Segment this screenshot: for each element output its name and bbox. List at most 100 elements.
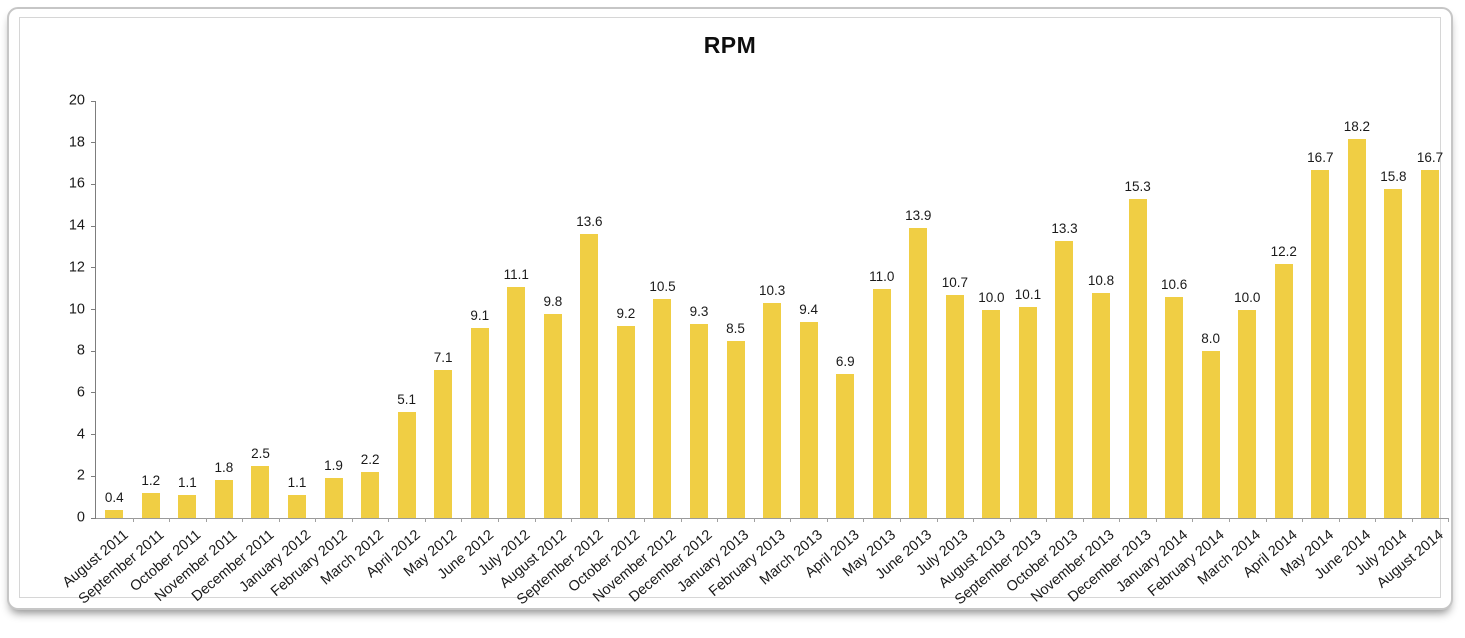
bar-slot: 10.1 September 2013 (952, 101, 1048, 608)
y-axis-label: 10 (68, 301, 85, 318)
x-axis-tick (498, 518, 500, 522)
bar-value-label: 1.8 (214, 460, 234, 476)
bar (1128, 199, 1147, 518)
bar (1018, 307, 1037, 518)
bar-slot: 7.1 May 2012 (401, 101, 463, 580)
x-axis-tick (607, 518, 609, 522)
x-axis-tick (973, 518, 975, 522)
bar-slot: 1.9 February 2012 (268, 101, 353, 600)
y-axis-tick (91, 100, 96, 102)
bar-value-label: 16.7 (1307, 149, 1334, 165)
bar-value-label: 6.9 (835, 354, 855, 370)
bar-value-label: 11.0 (869, 268, 895, 284)
x-axis-tick (753, 518, 755, 522)
bar-value-label: 10.5 (649, 279, 676, 295)
bar-slot: 10.6 January 2014 (1113, 101, 1194, 596)
x-axis-tick (644, 518, 646, 522)
y-axis-tick (91, 392, 96, 394)
y-axis-tick (91, 475, 96, 477)
y-axis-label: 20 (68, 92, 85, 109)
bar (872, 288, 891, 518)
x-axis-tick (315, 518, 317, 522)
bar (470, 328, 489, 518)
bar-slot: 1.8 November 2011 (152, 101, 244, 605)
bar (1092, 292, 1111, 518)
y-axis-tick (91, 434, 96, 436)
y-axis-label: 8 (76, 342, 85, 359)
bar-value-label: 1.9 (324, 458, 343, 474)
bar-value-label: 9.8 (543, 293, 563, 309)
bar-slot: 1.2 September 2011 (76, 101, 171, 607)
bar (836, 374, 855, 518)
bar-slot: 13.9 June 2013 (873, 101, 938, 583)
bar (690, 324, 709, 518)
bar (1274, 263, 1293, 518)
x-axis-tick (717, 518, 719, 522)
bar-value-label: 5.1 (397, 391, 417, 407)
bar-slot: 12.2 April 2014 (1240, 101, 1304, 581)
x-axis-tick (1448, 518, 1450, 522)
bar-slot: 11.0 May 2013 (840, 101, 902, 580)
bar-value-label: 15.8 (1380, 168, 1407, 184)
bar-value-label: 10.7 (941, 274, 968, 290)
x-axis-tick (1375, 518, 1377, 522)
bar-slot: 16.7 May 2014 (1278, 101, 1340, 580)
y-axis-label: 6 (76, 384, 85, 401)
bar (616, 326, 635, 518)
y-axis-tick (91, 183, 96, 185)
y-axis-tick (91, 267, 96, 269)
bar (251, 465, 270, 518)
bar-slot: 18.2 June 2014 (1312, 101, 1377, 583)
bar-value-label: 13.9 (905, 208, 932, 224)
x-axis-tick (1192, 518, 1194, 522)
y-axis-tick (91, 225, 96, 227)
bar-value-label: 1.2 (141, 472, 161, 488)
x-axis-tick (1155, 518, 1157, 522)
bar-value-label: 13.6 (576, 214, 603, 230)
bar-slot: 1.1 January 2012 (236, 101, 317, 596)
bar-slot: 9.1 June 2012 (434, 101, 500, 583)
y-axis-tick (91, 309, 96, 310)
y-axis-tick (91, 350, 96, 352)
bar-slot: 6.9 April 2013 (802, 101, 865, 581)
x-axis-tick (351, 518, 353, 522)
bar-value-label: 10.0 (1234, 289, 1261, 305)
plot-area: 0 2 4 6 8 10 12 14 16 18 20 0.4 August 2011 1.2 Septem… (59, 93, 1450, 608)
x-axis-tick (1302, 518, 1304, 522)
bar-value-label: 9.3 (689, 304, 709, 320)
x-axis-tick (388, 518, 390, 522)
bar-value-label: 1.1 (177, 475, 197, 491)
bar (1201, 351, 1220, 518)
x-axis-tick (1338, 518, 1340, 522)
bar-value-label: 1.1 (287, 475, 307, 491)
x-axis-tick (278, 518, 280, 522)
bar-slot: 15.3 December 2013 (1065, 101, 1157, 606)
x-axis-tick (1046, 518, 1048, 522)
chart-title: RPM (703, 32, 757, 58)
bar (543, 313, 562, 518)
bar-slot: 11.1 July 2012 (475, 101, 536, 579)
bar-slot: 9.2 October 2012 (565, 101, 646, 596)
x-axis-tick (132, 518, 134, 522)
x-axis-tick (1265, 518, 1267, 522)
bar-slot: 5.1 April 2012 (363, 101, 426, 581)
bar-value-label: 12.2 (1270, 243, 1297, 259)
x-axis-tick (1411, 518, 1413, 522)
bar-value-label: 10.6 (1160, 277, 1188, 292)
bar-value-label: 10.1 (1014, 287, 1042, 303)
bar-slot: 10.3 February 2013 (706, 101, 792, 600)
bar (397, 411, 416, 518)
bar (982, 309, 1001, 518)
x-axis-tick (205, 518, 207, 522)
x-axis-tick (1009, 518, 1011, 522)
bar (945, 294, 964, 518)
bar-value-label: 9.4 (799, 302, 819, 318)
bar-slot: 13.6 September 2012 (514, 101, 609, 608)
bar-value-label: 9.2 (616, 306, 636, 322)
x-axis-tick (461, 518, 463, 522)
bar (799, 322, 818, 518)
bar-slot: 10.5 November 2012 (590, 101, 682, 606)
bar-slot: 10.7 July 2013 (914, 101, 975, 579)
x-axis-tick (680, 518, 682, 522)
